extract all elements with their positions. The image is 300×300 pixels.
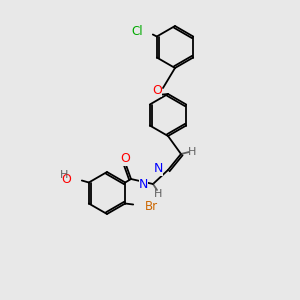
Text: O: O: [152, 83, 162, 97]
Text: H: H: [188, 147, 196, 157]
Text: H: H: [60, 169, 68, 179]
Text: Br: Br: [145, 200, 158, 213]
Text: N: N: [154, 163, 163, 176]
Text: O: O: [120, 152, 130, 166]
Text: Cl: Cl: [131, 25, 143, 38]
Text: O: O: [61, 173, 71, 186]
Text: N: N: [139, 178, 148, 190]
Text: H: H: [154, 189, 162, 199]
